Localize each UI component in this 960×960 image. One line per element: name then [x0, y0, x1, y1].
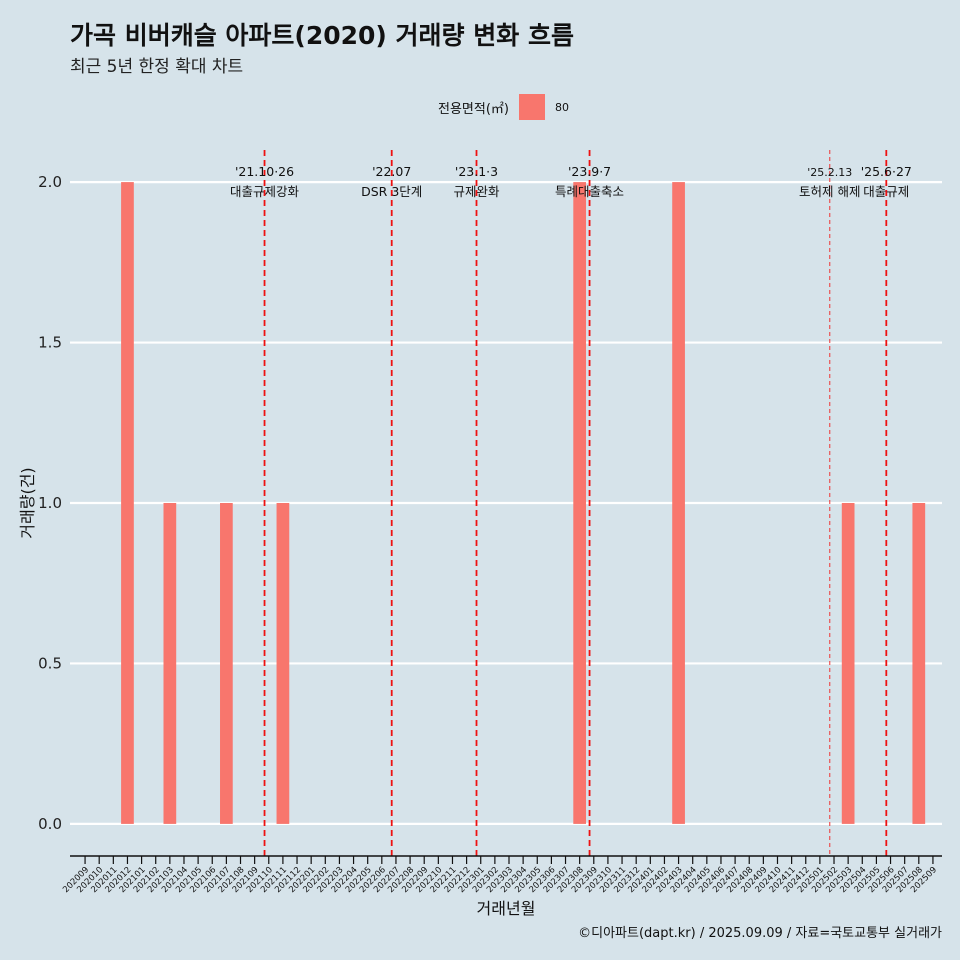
annotation-date: '21.10·26 — [235, 164, 294, 179]
annotation-date: '25.2.13 — [807, 166, 852, 179]
annotation-date: '25.6·27 — [861, 164, 912, 179]
annotation-label: 특례대출축소 — [555, 184, 624, 199]
bar — [121, 182, 134, 824]
bar — [163, 503, 177, 824]
chart-title: 가곡 비버캐슬 아파트(2020) 거래량 변화 흐름 — [70, 21, 574, 50]
annotation-date: '22.07 — [372, 164, 411, 179]
annotation-label: DSR 3단계 — [361, 184, 422, 199]
annotation-label: 대출규제강화 — [230, 184, 300, 199]
bar — [841, 503, 855, 824]
legend-swatch — [518, 94, 545, 120]
legend: 전용면적(㎡) 80 — [438, 94, 569, 120]
y-tick-label: 0.5 — [38, 654, 62, 672]
bar — [672, 182, 685, 824]
annotation-label: 토허제 해제 — [799, 184, 860, 199]
annotation-label: 대출규제 — [863, 184, 909, 199]
legend-title: 전용면적(㎡) — [438, 101, 509, 117]
bar — [573, 182, 587, 824]
annotation-label: 규제완화 — [453, 184, 500, 199]
y-axis-title: 거래량(건) — [18, 467, 37, 538]
chart-subtitle: 최근 5년 한정 확대 차트 — [70, 57, 244, 77]
bar — [912, 503, 926, 824]
legend-item-label: 80 — [554, 100, 569, 114]
bar — [276, 503, 290, 824]
y-tick-label: 0.0 — [38, 815, 62, 833]
annotation-date: '23.9·7 — [568, 164, 611, 179]
y-tick-label: 1.5 — [38, 334, 62, 352]
y-tick-label: 2.0 — [38, 173, 62, 191]
source-caption: ©디아파트(dapt.kr) / 2025.09.09 / 자료=국토교통부 실… — [578, 926, 942, 941]
y-tick-label: 1.0 — [38, 494, 62, 512]
x-axis-title: 거래년월 — [477, 899, 536, 918]
annotation-date: '23.1·3 — [455, 164, 498, 179]
bar — [220, 503, 233, 824]
